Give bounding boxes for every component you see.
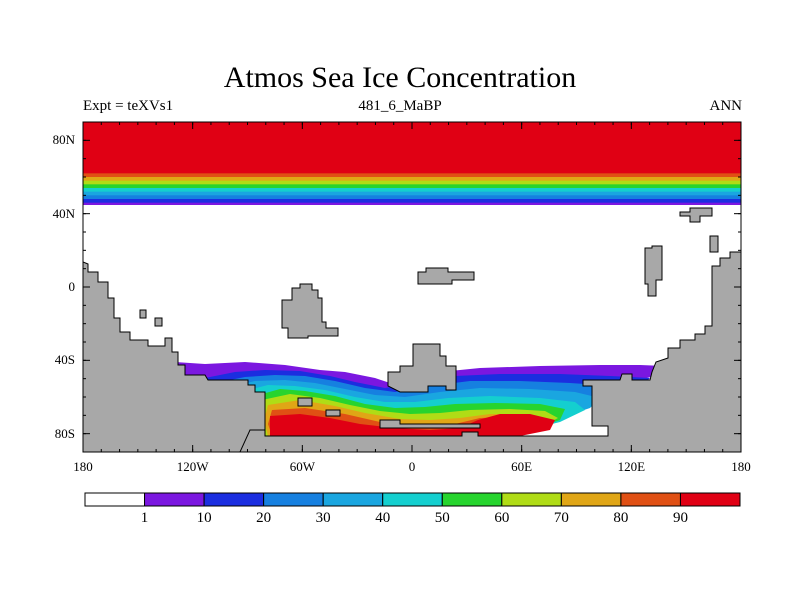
colorbar-label: 80 [613,510,629,526]
x-tick-label: 120E [617,459,646,474]
colorbar-swatch [322,492,384,507]
land-mass-east-pacific [644,245,663,297]
colorbar-label: 50 [434,510,450,526]
island-south-pacific-2 [154,317,163,327]
north-ice-band [83,188,741,193]
colorbar-label: 70 [553,510,569,526]
land-mass-north-equator [417,267,475,285]
y-tick-label: 40S [54,352,75,368]
x-tick-label: 180 [73,459,93,474]
x-tick-label: 60E [511,459,533,474]
north-ice-band [83,191,741,196]
antarctica-landmass [239,251,741,452]
colorbar-label: 60 [494,510,510,526]
colorbar-label: 30 [315,510,331,526]
land-mass-south-pacific [281,283,339,339]
ice-shelf-strip [379,419,481,429]
colorbar-swatch [441,492,503,507]
colorbar-swatch [263,492,324,507]
colorbar-label: 10 [196,510,212,526]
north-ice-band [83,177,741,182]
colorbar-swatch [620,492,681,507]
north-ice-band [83,184,741,189]
x-tick-label: 0 [408,459,416,474]
x-tick-label: 60W [289,459,315,474]
colorbar-swatch [144,492,205,507]
season-label: ANN [709,98,743,114]
experiment-label: Expt = teXVs1 [83,98,174,114]
north-ice-band [83,122,741,174]
y-tick-label: 80S [54,425,75,441]
colorbar-label: 40 [375,510,391,526]
island-north-1 [679,207,713,223]
land-mass-mid-south [387,343,457,393]
south-ice-contour [270,414,555,436]
north-ice-band [83,202,741,205]
colorbar-swatch [560,492,622,507]
north-ice-band [83,180,741,185]
y-tick-label: 80N [52,132,75,148]
island-north-2 [709,235,719,253]
colorbar-swatch [84,492,146,507]
south-america-landmass [83,261,266,452]
colorbar-label: 90 [672,510,688,526]
colorbar-swatch [203,492,265,507]
x-tick-label: 120W [176,459,209,474]
ice-shelf-patch-2 [325,409,341,417]
north-ice-band [83,195,741,200]
period-label: 481_6_MaBP [358,98,442,114]
chart-title: Atmos Sea Ice Concentration [223,61,577,94]
ice-shelf-patch-1 [297,397,313,407]
y-tick-label: 0 [68,279,76,294]
colorbar-swatch [679,492,741,507]
island-south-pacific-1 [139,309,147,319]
colorbar-swatch [382,492,443,507]
y-tick-label: 40N [52,205,75,221]
north-ice-band [83,173,741,178]
x-tick-label: 180 [731,459,751,474]
colorbar-label: 20 [256,510,272,526]
colorbar-label: 1 [140,510,149,526]
colorbar-swatch [501,492,562,507]
north-ice-band [83,199,741,204]
